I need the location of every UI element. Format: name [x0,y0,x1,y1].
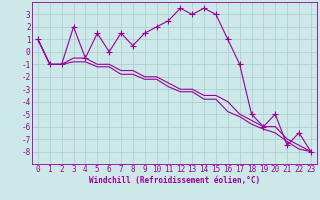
X-axis label: Windchill (Refroidissement éolien,°C): Windchill (Refroidissement éolien,°C) [89,176,260,185]
